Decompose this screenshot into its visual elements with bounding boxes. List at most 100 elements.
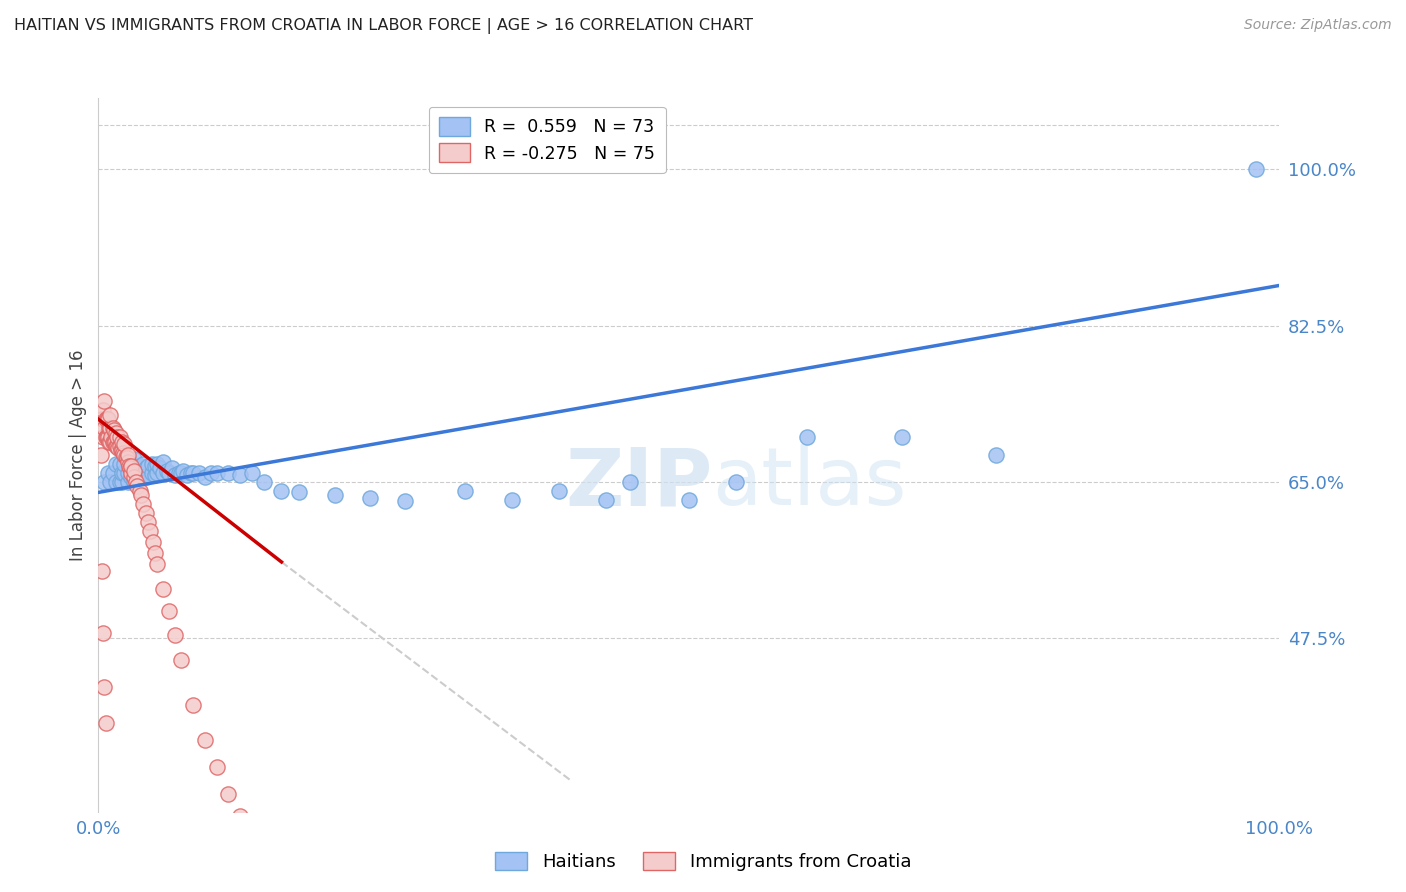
Point	[170, 653, 193, 667]
Point	[205, 466, 228, 480]
Point	[112, 457, 135, 471]
Point	[122, 475, 145, 489]
Point	[156, 464, 179, 478]
Point	[181, 466, 204, 480]
Point	[146, 457, 169, 471]
Point	[128, 470, 150, 484]
Point	[135, 506, 157, 520]
Point	[890, 430, 912, 444]
Point	[253, 858, 276, 872]
Y-axis label: In Labor Force | Age > 16: In Labor Force | Age > 16	[69, 349, 87, 561]
Point	[107, 441, 129, 455]
Point	[725, 475, 748, 489]
Point	[129, 488, 152, 502]
Point	[501, 492, 523, 507]
Point	[796, 430, 818, 444]
Point	[143, 458, 166, 473]
Point	[453, 483, 475, 498]
Point	[217, 466, 239, 480]
Point	[141, 457, 163, 471]
Point	[157, 604, 180, 618]
Point	[288, 485, 311, 500]
Point	[117, 448, 139, 462]
Point	[94, 430, 117, 444]
Point	[181, 698, 204, 712]
Point	[172, 464, 194, 478]
Point	[101, 434, 124, 449]
Point	[111, 466, 134, 480]
Point	[121, 466, 143, 480]
Point	[270, 483, 292, 498]
Point	[115, 451, 138, 466]
Text: atlas: atlas	[713, 444, 907, 523]
Point	[122, 466, 145, 480]
Point	[117, 466, 139, 480]
Point	[240, 831, 263, 846]
Point	[105, 439, 128, 453]
Point	[200, 466, 222, 480]
Point	[108, 439, 131, 453]
Legend: Haitians, Immigrants from Croatia: Haitians, Immigrants from Croatia	[488, 845, 918, 879]
Point	[91, 626, 114, 640]
Point	[98, 421, 121, 435]
Point	[149, 461, 172, 475]
Point	[229, 809, 252, 823]
Point	[111, 434, 134, 449]
Point	[194, 733, 217, 747]
Point	[91, 403, 114, 417]
Point	[98, 434, 121, 449]
Point	[105, 439, 128, 453]
Point	[98, 434, 121, 449]
Point	[114, 450, 136, 464]
Point	[143, 467, 166, 482]
Point	[91, 412, 114, 426]
Point	[105, 425, 128, 440]
Point	[91, 564, 114, 578]
Point	[128, 483, 150, 498]
Point	[108, 457, 131, 471]
Point	[105, 430, 128, 444]
Point	[187, 466, 209, 480]
Point	[176, 467, 198, 482]
Point	[120, 461, 142, 475]
Point	[165, 467, 187, 482]
Point	[180, 466, 202, 480]
Point	[121, 457, 143, 471]
Point	[122, 470, 145, 484]
Point	[146, 557, 169, 571]
Text: Source: ZipAtlas.com: Source: ZipAtlas.com	[1244, 18, 1392, 32]
Point	[94, 412, 117, 426]
Point	[96, 430, 118, 444]
Point	[121, 470, 143, 484]
Point	[103, 434, 125, 449]
Point	[104, 434, 127, 449]
Point	[117, 452, 139, 467]
Point	[135, 470, 157, 484]
Point	[125, 470, 148, 484]
Point	[112, 466, 135, 480]
Point	[105, 457, 128, 471]
Point	[205, 760, 228, 774]
Point	[96, 412, 118, 426]
Text: HAITIAN VS IMMIGRANTS FROM CROATIA IN LABOR FORCE | AGE > 16 CORRELATION CHART: HAITIAN VS IMMIGRANTS FROM CROATIA IN LA…	[14, 18, 754, 34]
Point	[100, 430, 122, 444]
Point	[90, 448, 112, 462]
Point	[125, 475, 148, 489]
Point	[165, 628, 187, 642]
Point	[194, 470, 217, 484]
Point	[122, 452, 145, 467]
Point	[101, 421, 124, 435]
Point	[111, 443, 134, 458]
Point	[91, 430, 114, 444]
Point	[101, 466, 124, 480]
Point	[122, 464, 145, 478]
Point	[152, 582, 174, 596]
Point	[93, 421, 115, 435]
Point	[97, 412, 120, 426]
Point	[93, 680, 115, 694]
Point	[93, 475, 115, 489]
Point	[136, 515, 159, 529]
Point	[167, 466, 190, 480]
Point	[984, 448, 1007, 462]
Point	[110, 443, 132, 458]
